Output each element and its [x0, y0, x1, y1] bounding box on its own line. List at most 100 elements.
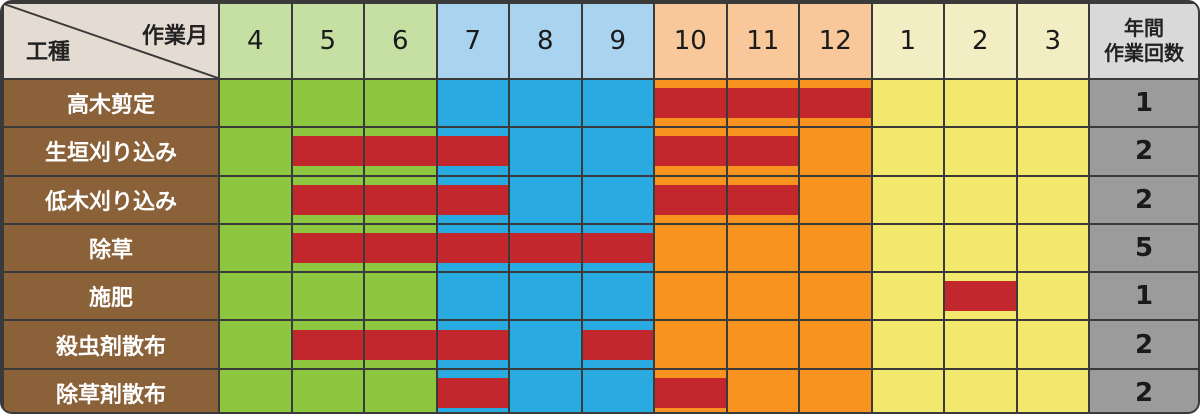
work-type-label: 低木刈り込み — [2, 174, 220, 225]
month-header-6: 6 — [363, 2, 438, 80]
schedule-cell-month-7 — [435, 126, 510, 177]
schedule-cell-month-9 — [580, 319, 655, 370]
work-period-bar — [437, 184, 508, 215]
schedule-cell-month-10 — [653, 222, 728, 274]
schedule-cell-month-1 — [870, 174, 945, 225]
schedule-body: 高木剪定 1 生垣刈り込み 2 低木刈り込み 2 除草 5 施肥 1 殺虫剤散布 2 除草剤散布 2 — [2, 77, 1198, 412]
schedule-cell-month-6 — [363, 222, 438, 274]
month-header-4: 4 — [218, 2, 293, 80]
month-header-10: 10 — [653, 2, 728, 80]
schedule-cell-month-7 — [435, 367, 510, 412]
work-type-label: 高木剪定 — [2, 77, 220, 129]
work-period-bar — [365, 233, 436, 264]
corner-header: 作業月 工種 — [2, 2, 220, 80]
table-row: 生垣刈り込み 2 — [2, 126, 1198, 177]
work-period-bar — [582, 329, 653, 360]
work-period-bar — [655, 184, 726, 215]
schedule-cell-month-11 — [725, 367, 800, 412]
schedule-cell-month-11 — [725, 271, 800, 322]
month-header-5: 5 — [290, 2, 365, 80]
work-period-bar — [655, 136, 726, 167]
schedule-cell-month-1 — [870, 222, 945, 274]
schedule-cell-month-9 — [580, 222, 655, 274]
work-period-bar — [510, 233, 581, 264]
work-period-bar — [292, 136, 363, 167]
work-period-bar — [365, 136, 436, 167]
annual-count-header-line1: 年間 — [1124, 16, 1164, 40]
schedule-cell-month-10 — [653, 174, 728, 225]
schedule-cell-month-2 — [943, 271, 1018, 322]
work-period-bar — [727, 88, 798, 119]
schedule-cell-month-5 — [290, 174, 365, 225]
month-axis-label: 作業月 — [141, 24, 208, 49]
schedule-cell-month-2 — [943, 222, 1018, 274]
work-period-bar — [655, 88, 726, 119]
schedule-cell-month-1 — [870, 126, 945, 177]
work-period-bar — [727, 136, 798, 167]
schedule-cell-month-9 — [580, 77, 655, 129]
schedule-cell-month-10 — [653, 367, 728, 412]
schedule-cell-month-8 — [508, 77, 583, 129]
schedule-cell-month-6 — [363, 319, 438, 370]
schedule-cell-month-12 — [798, 319, 873, 370]
annual-count-value: 2 — [1088, 367, 1198, 412]
month-header-1: 1 — [870, 2, 945, 80]
schedule-cell-month-12 — [798, 77, 873, 129]
schedule-cell-month-11 — [725, 319, 800, 370]
schedule-cell-month-10 — [653, 126, 728, 177]
annual-count-value: 2 — [1088, 126, 1198, 177]
schedule-cell-month-6 — [363, 126, 438, 177]
schedule-cell-month-8 — [508, 174, 583, 225]
schedule-cell-month-2 — [943, 367, 1018, 412]
schedule-cell-month-5 — [290, 367, 365, 412]
schedule-cell-month-4 — [218, 126, 293, 177]
schedule-cell-month-3 — [1015, 126, 1090, 177]
table-row: 高木剪定 1 — [2, 77, 1198, 129]
schedule-cell-month-12 — [798, 126, 873, 177]
schedule-cell-month-7 — [435, 319, 510, 370]
work-period-bar — [437, 329, 508, 360]
month-header-9: 9 — [580, 2, 655, 80]
schedule-cell-month-8 — [508, 319, 583, 370]
work-period-bar — [365, 329, 436, 360]
table-row: 殺虫剤散布 2 — [2, 319, 1198, 370]
schedule-cell-month-8 — [508, 222, 583, 274]
schedule-cell-month-2 — [943, 319, 1018, 370]
schedule-cell-month-6 — [363, 367, 438, 412]
work-period-bar — [945, 281, 1016, 312]
schedule-cell-month-12 — [798, 271, 873, 322]
schedule-cell-month-2 — [943, 126, 1018, 177]
schedule-cell-month-3 — [1015, 367, 1090, 412]
schedule-cell-month-10 — [653, 319, 728, 370]
diagonal-divider — [5, 5, 217, 77]
schedule-cell-month-10 — [653, 271, 728, 322]
work-type-label: 生垣刈り込み — [2, 126, 220, 177]
schedule-cell-month-8 — [508, 126, 583, 177]
annual-count-value: 1 — [1088, 77, 1198, 129]
schedule-cell-month-8 — [508, 367, 583, 412]
schedule-cell-month-12 — [798, 174, 873, 225]
schedule-cell-month-11 — [725, 222, 800, 274]
schedule-cell-month-11 — [725, 174, 800, 225]
schedule-cell-month-3 — [1015, 319, 1090, 370]
schedule-cell-month-3 — [1015, 77, 1090, 129]
schedule-cell-month-4 — [218, 367, 293, 412]
schedule-cell-month-3 — [1015, 174, 1090, 225]
schedule-cell-month-11 — [725, 77, 800, 129]
table-row: 除草 5 — [2, 222, 1198, 274]
schedule-cell-month-9 — [580, 367, 655, 412]
table-row: 施肥 1 — [2, 271, 1198, 322]
schedule-cell-month-3 — [1015, 222, 1090, 274]
schedule-cell-month-6 — [363, 271, 438, 322]
schedule-cell-month-5 — [290, 126, 365, 177]
annual-count-value: 2 — [1088, 174, 1198, 225]
annual-count-value: 5 — [1088, 222, 1198, 274]
schedule-cell-month-5 — [290, 77, 365, 129]
schedule-cell-month-1 — [870, 367, 945, 412]
work-type-label: 工種 — [26, 40, 71, 65]
work-period-bar — [437, 233, 508, 264]
work-period-bar — [655, 377, 726, 408]
work-type-label: 除草剤散布 — [2, 367, 220, 412]
schedule-cell-month-6 — [363, 174, 438, 225]
